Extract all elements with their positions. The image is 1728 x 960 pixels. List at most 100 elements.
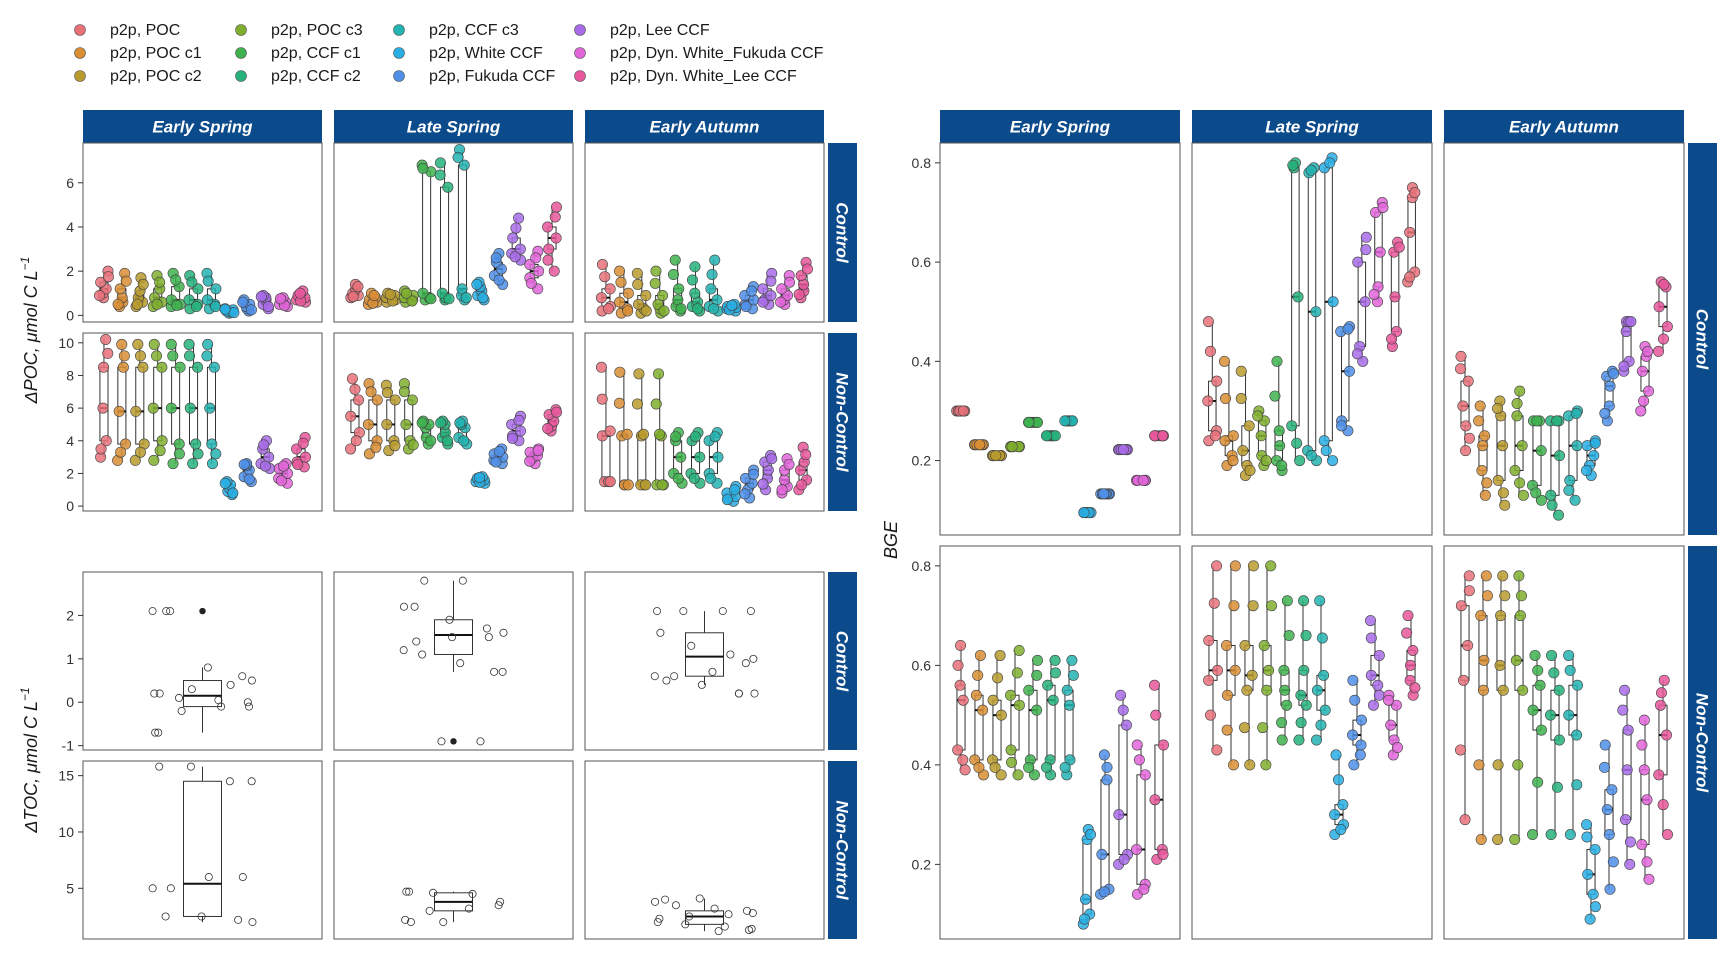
data-point	[1455, 600, 1467, 612]
data-point	[1571, 729, 1583, 741]
data-point	[530, 252, 542, 264]
y-tick-label: 2	[66, 607, 74, 623]
box-group	[416, 415, 437, 450]
data-point	[1255, 430, 1267, 442]
data-point	[686, 274, 698, 286]
data-point	[1221, 724, 1233, 736]
box-group	[1509, 385, 1529, 501]
data-point	[1295, 717, 1307, 729]
data-point	[1271, 355, 1283, 367]
data-point	[210, 283, 222, 295]
outlier-point	[199, 607, 206, 615]
data-point	[1509, 834, 1521, 846]
data-point	[1475, 834, 1487, 846]
data-point	[1401, 627, 1413, 639]
data-point	[493, 274, 505, 286]
data-point	[1314, 595, 1326, 607]
data-point	[1635, 405, 1647, 417]
data-point	[1372, 679, 1384, 691]
data-point	[1063, 699, 1075, 711]
data-point	[614, 366, 626, 378]
box-group	[470, 471, 491, 489]
box-group	[1005, 644, 1025, 781]
data-point	[1005, 744, 1017, 756]
data-point	[165, 338, 177, 350]
box-group	[506, 410, 527, 447]
data-point	[1202, 316, 1214, 328]
data-point	[549, 211, 561, 223]
data-point	[705, 472, 717, 484]
data-point	[167, 350, 179, 362]
data-point	[1006, 441, 1018, 453]
y-tick-label: 0.6	[912, 657, 932, 673]
data-point	[1499, 499, 1511, 511]
data-point	[1023, 761, 1035, 773]
data-point	[499, 628, 508, 637]
data-point	[1643, 873, 1655, 885]
box-group	[398, 285, 419, 308]
box-group	[1318, 152, 1339, 467]
data-point	[237, 296, 249, 308]
data-point	[1532, 664, 1544, 676]
data-point	[275, 475, 287, 487]
data-point	[524, 455, 536, 467]
data-point	[1385, 719, 1397, 731]
data-point	[1477, 684, 1489, 696]
data-point	[542, 254, 554, 266]
data-point	[1258, 639, 1270, 651]
data-point	[672, 472, 684, 484]
data-point	[615, 276, 627, 288]
data-point	[796, 479, 808, 491]
data-point	[604, 283, 616, 295]
box	[457, 164, 467, 296]
y-tick-label: 10	[58, 824, 74, 840]
data-point	[1157, 739, 1169, 751]
box-group	[452, 144, 472, 306]
data-point	[1553, 509, 1565, 521]
box-group	[488, 247, 509, 290]
box	[685, 632, 724, 677]
data-point	[204, 873, 213, 882]
data-point	[1359, 296, 1371, 308]
box-group	[650, 368, 669, 491]
data-point	[1641, 856, 1653, 868]
data-point	[192, 448, 204, 460]
data-point	[1589, 901, 1601, 913]
y-tick-label: 0.6	[912, 254, 932, 270]
data-point	[507, 232, 519, 244]
data-point	[1211, 560, 1223, 572]
data-point	[1261, 684, 1273, 696]
data-point	[1497, 684, 1509, 696]
box-group	[291, 285, 312, 308]
box-group	[380, 379, 401, 457]
data-point	[1460, 420, 1472, 432]
box-group	[1473, 570, 1493, 846]
data-point	[1455, 350, 1467, 362]
y-tick-label: 10	[58, 335, 74, 351]
data-point	[656, 479, 668, 491]
box-group	[613, 366, 634, 491]
data-point	[1476, 464, 1488, 476]
data-point	[151, 728, 160, 737]
data-point	[621, 428, 633, 440]
data-point	[1624, 858, 1636, 870]
data-point	[673, 283, 685, 295]
box-group	[1041, 654, 1061, 781]
data-point	[1517, 684, 1529, 696]
data-point	[548, 265, 560, 277]
data-point	[1067, 669, 1079, 681]
data-point	[1564, 474, 1576, 486]
data-point	[1066, 654, 1078, 666]
box-group	[987, 649, 1007, 781]
data-point	[1237, 445, 1249, 457]
box-group	[595, 259, 616, 317]
facet-row-label: Non-Control	[833, 800, 852, 900]
data-point	[750, 689, 759, 698]
box-group	[1269, 355, 1288, 476]
data-point	[1351, 348, 1363, 360]
facet-column-label: Early Autumn	[1509, 118, 1619, 137]
data-point	[1391, 741, 1403, 753]
data-point	[1211, 664, 1223, 676]
data-point	[471, 278, 483, 290]
